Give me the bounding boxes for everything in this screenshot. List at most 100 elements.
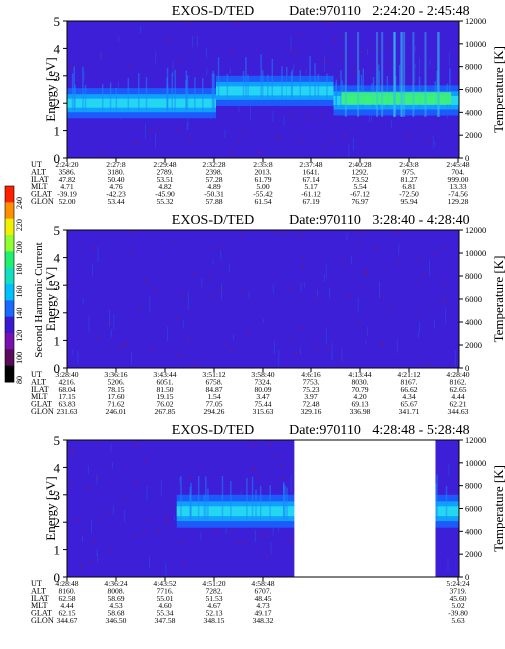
orbit-cell: 5206. [107,377,124,386]
y2-tick-label: 2000 [465,340,482,350]
orbit-cell: 57.88 [205,197,222,206]
band-bright-spike [344,31,347,117]
noise-speck [280,464,282,466]
orbit-cell: 63.83 [58,400,75,409]
colorbar-tick-label: 180 [15,263,24,275]
noise-streak [83,70,85,81]
noise-streak [390,119,392,129]
orbit-cell: 5:24:24 [446,579,469,588]
noise-speck [156,530,159,532]
noise-speck [295,352,298,354]
noise-speck [176,71,178,73]
noise-streak [448,463,450,477]
orbit-cell: 344.67 [57,616,78,625]
orbit-cell: 347.58 [155,616,176,625]
y-tick-label: 5 [54,14,61,29]
orbit-row-label: ILAT [31,175,49,184]
orbit-cell: 1.54 [207,392,220,401]
noise-streak [299,347,301,355]
noise-speck [276,456,279,459]
noise-speck [94,540,96,543]
noise-speck [166,521,168,523]
noise-streak [111,462,113,469]
orbit-row-label: MLT [31,601,48,610]
y2-tick-label: 4000 [465,317,482,327]
noise-speck [159,131,161,133]
noise-speck [237,140,240,143]
orbit-cell: 5.54 [353,182,366,191]
y-tick-label: 2 [54,306,61,321]
noise-speck [337,75,340,78]
band-spike [340,69,342,108]
orbit-cell: 4:58:48 [251,579,274,588]
orbit-cell: 341.71 [399,407,420,416]
noise-speck [183,562,186,565]
noise-streak [155,51,157,64]
band-bright-spike [437,31,440,117]
orbit-cell: 4.76 [109,182,122,191]
noise-speck [242,290,244,293]
noise-streak [96,473,98,485]
noise-speck [235,540,238,543]
orbit-cell: 2:35:8 [253,160,273,169]
noise-streak [144,123,146,139]
noise-streak [317,289,319,297]
y2-tick-label: 8000 [465,271,482,281]
noise-speck [192,273,195,275]
orbit-cell: 45.60 [449,594,466,603]
noise-streak [88,316,90,332]
noise-streak [432,135,434,149]
y-axis-label: Energy [eV] [43,267,58,331]
colorbar-frame [4,185,15,383]
panel-time-range: 3:28:40 - 4:28:40 [372,213,469,228]
noise-streak [206,67,208,75]
y2-tick-label: 0 [465,363,469,373]
energy-band-core [215,86,287,96]
noise-speck [290,287,292,289]
noise-speck [101,54,103,56]
panel-title: EXOS-D/TED [172,213,254,228]
orbit-cell: -72.50 [399,190,419,199]
noise-streak [112,505,114,516]
noise-speck [123,499,126,501]
band-spike [174,69,176,111]
orbit-cell: 49.17 [254,609,271,618]
noise-speck [148,128,151,131]
orbit-cell: 3:28:40 [55,370,78,379]
band-spike [394,75,397,108]
noise-streak [278,350,280,367]
noise-speck [86,487,88,489]
orbit-cell: -39.80 [448,609,468,618]
orbit-cell: 1292. [351,167,368,176]
noise-speck [147,520,150,522]
noise-speck [294,235,297,238]
y-tick-label: 5 [54,433,61,448]
noise-streak [67,288,69,300]
noise-streak [414,45,416,52]
noise-speck [244,131,247,133]
band-spike [84,84,87,111]
orbit-cell: -67.12 [350,190,370,199]
noise-speck [330,139,333,141]
noise-speck [378,47,380,49]
y2-axis-label: Temperature [K] [491,465,505,552]
colorbar-tick-label: 220 [15,219,24,231]
orbit-cell: 246.01 [106,407,127,416]
noise-streak [325,264,327,279]
noise-streak [283,116,285,127]
orbit-cell: 76.02 [156,400,173,409]
orbit-cell: 3586. [58,167,75,176]
y2-tick-label: 10000 [465,39,486,49]
band-spike [378,71,381,108]
noise-speck [219,289,221,291]
orbit-cell: 8162. [449,377,466,386]
noise-streak [418,331,420,338]
band-spike [185,80,187,111]
band-bright-spike [412,31,415,117]
noise-speck [314,298,316,300]
noise-speck [178,354,180,357]
noise-streak [201,278,203,288]
noise-speck [95,443,98,445]
band-bright [341,92,452,105]
noise-speck [132,251,134,254]
